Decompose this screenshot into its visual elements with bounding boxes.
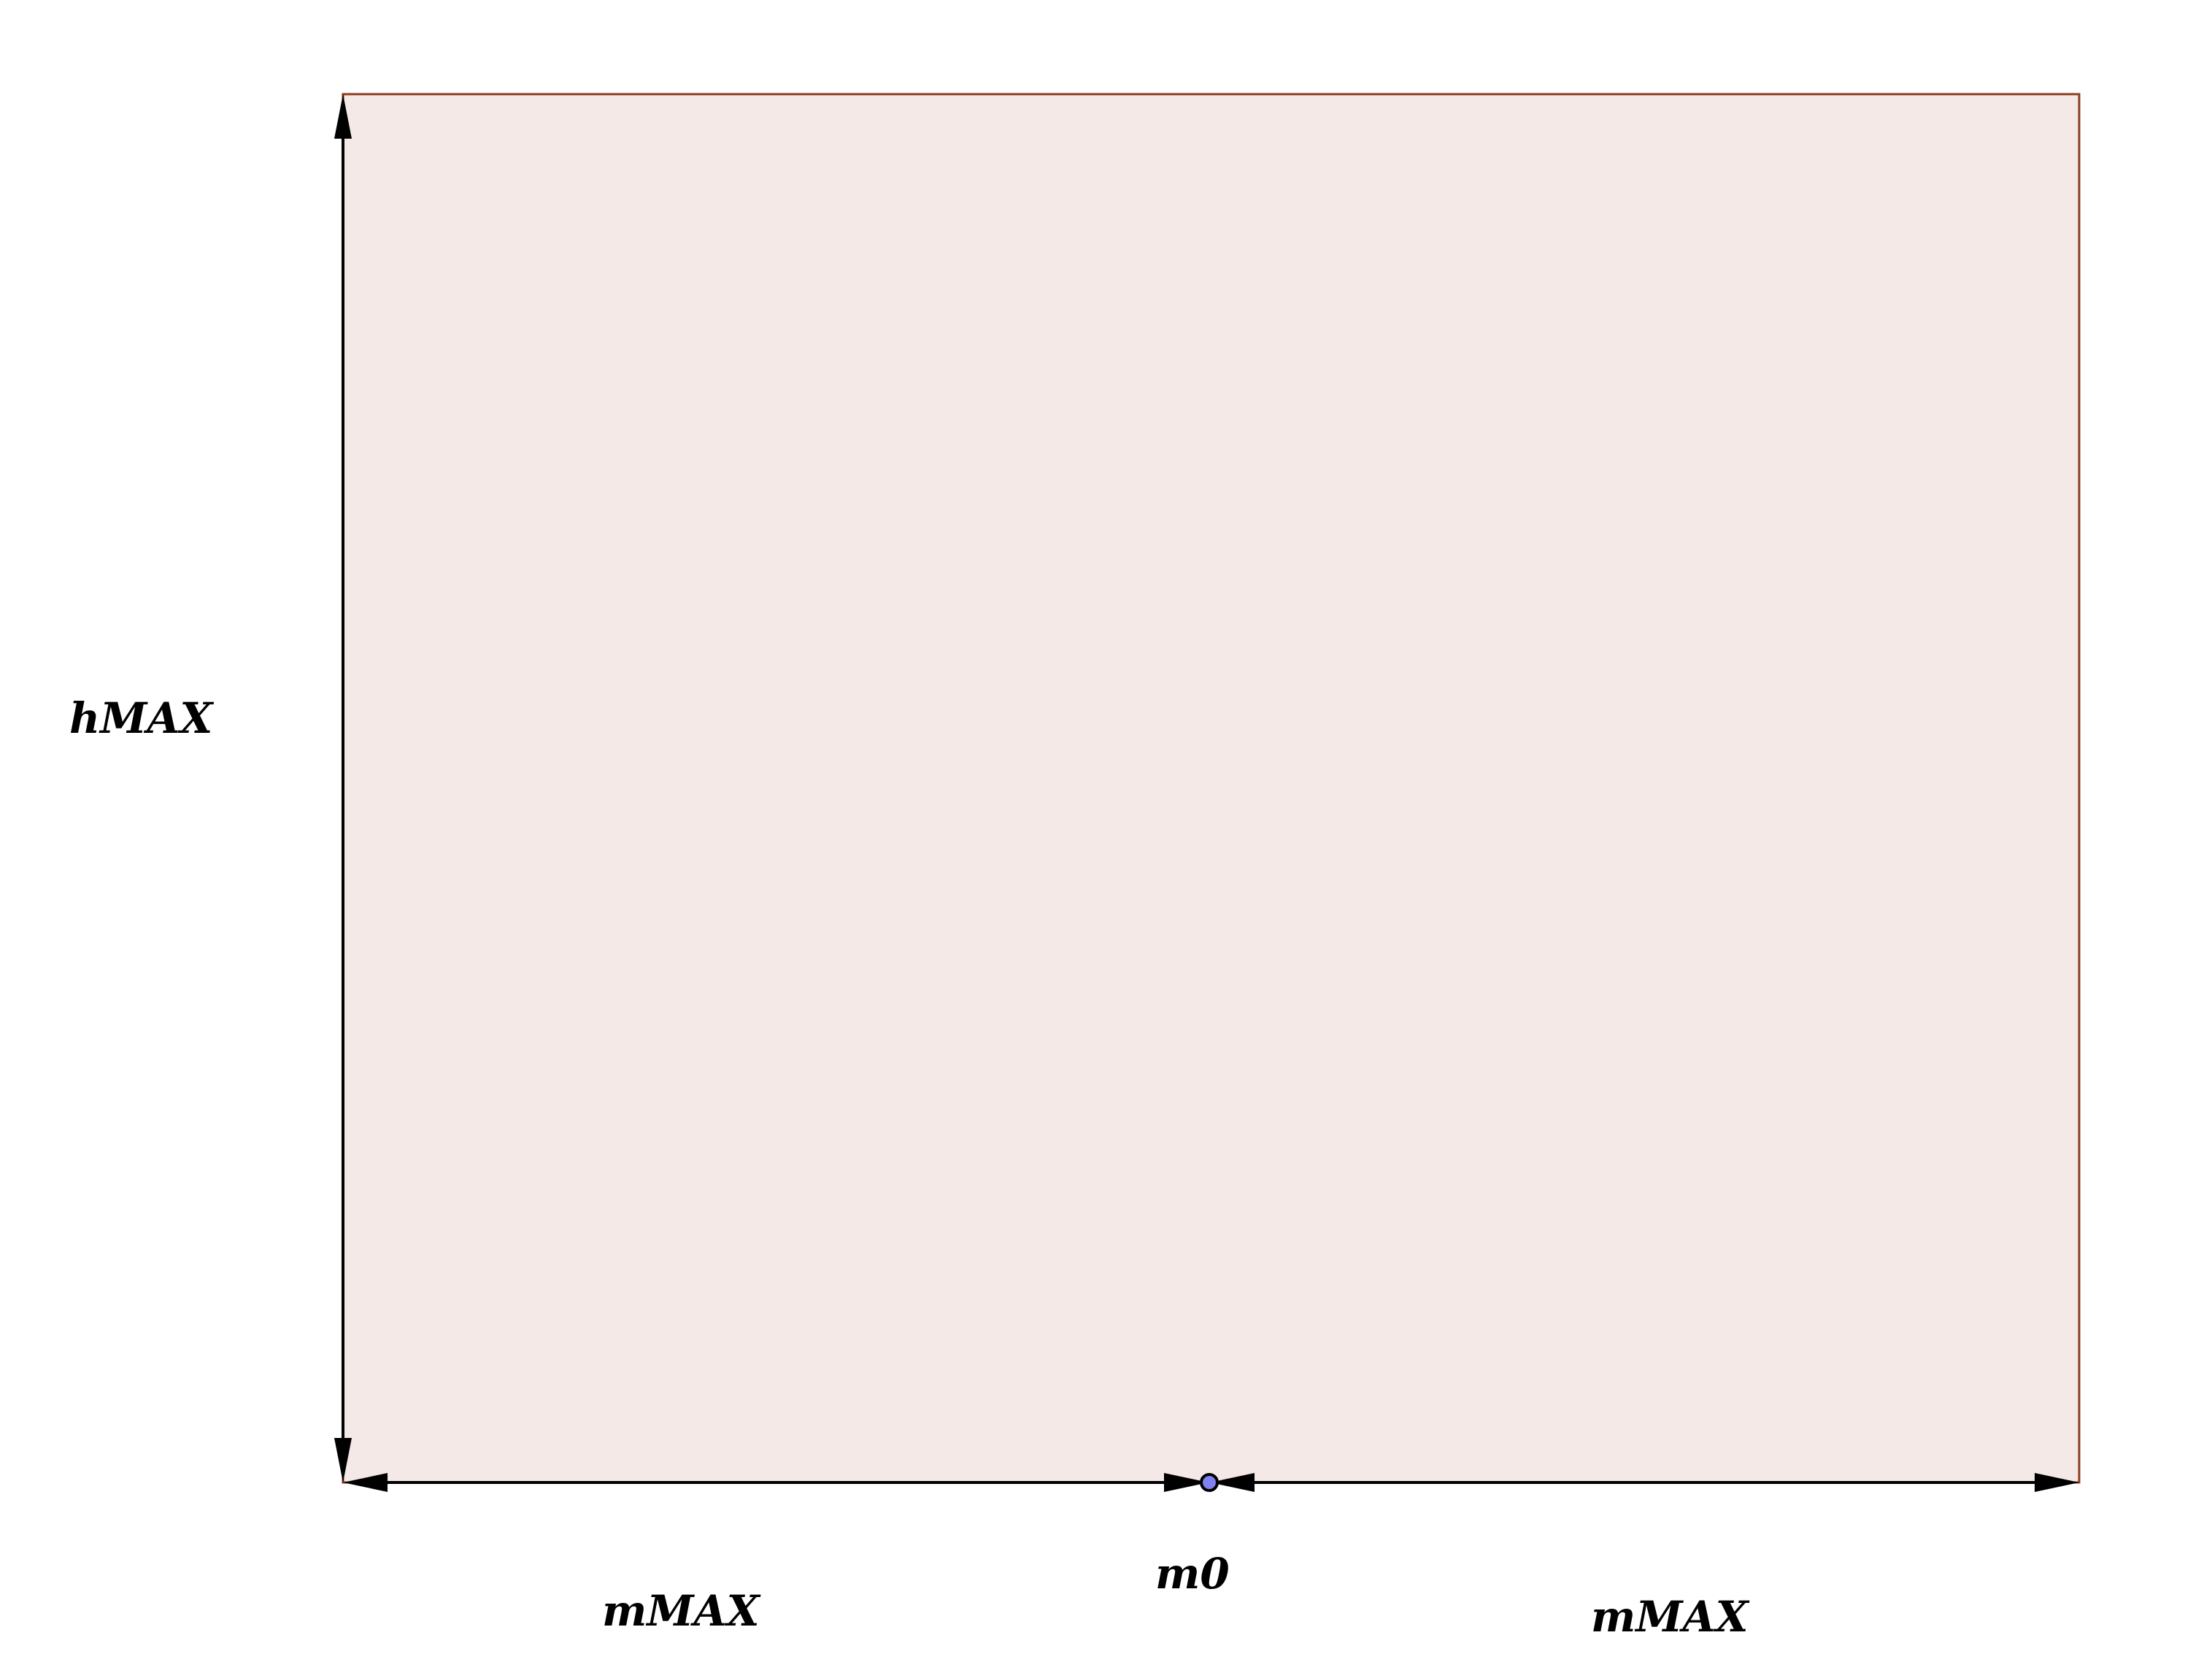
right-arrowhead-inner <box>1210 1473 1255 1492</box>
left-arrowhead-inner <box>1164 1473 1209 1492</box>
right-width-label: mMAX <box>1591 1592 1749 1642</box>
height-arrowhead-top <box>334 94 352 139</box>
left-width-arrow <box>343 1473 1209 1492</box>
left-width-label: mMAX <box>602 1586 760 1636</box>
shaded-region <box>342 93 2081 1484</box>
height-arrowhead-bottom <box>334 1438 352 1482</box>
right-arrowhead-outer <box>2035 1473 2079 1492</box>
left-arrowhead-outer <box>343 1473 388 1492</box>
height-arrow <box>334 94 352 1482</box>
right-width-arrow <box>1210 1473 2079 1492</box>
m0-point <box>1200 1473 1219 1492</box>
center-point-label: m0 <box>1155 1549 1230 1599</box>
height-label: hMAX <box>69 693 213 743</box>
